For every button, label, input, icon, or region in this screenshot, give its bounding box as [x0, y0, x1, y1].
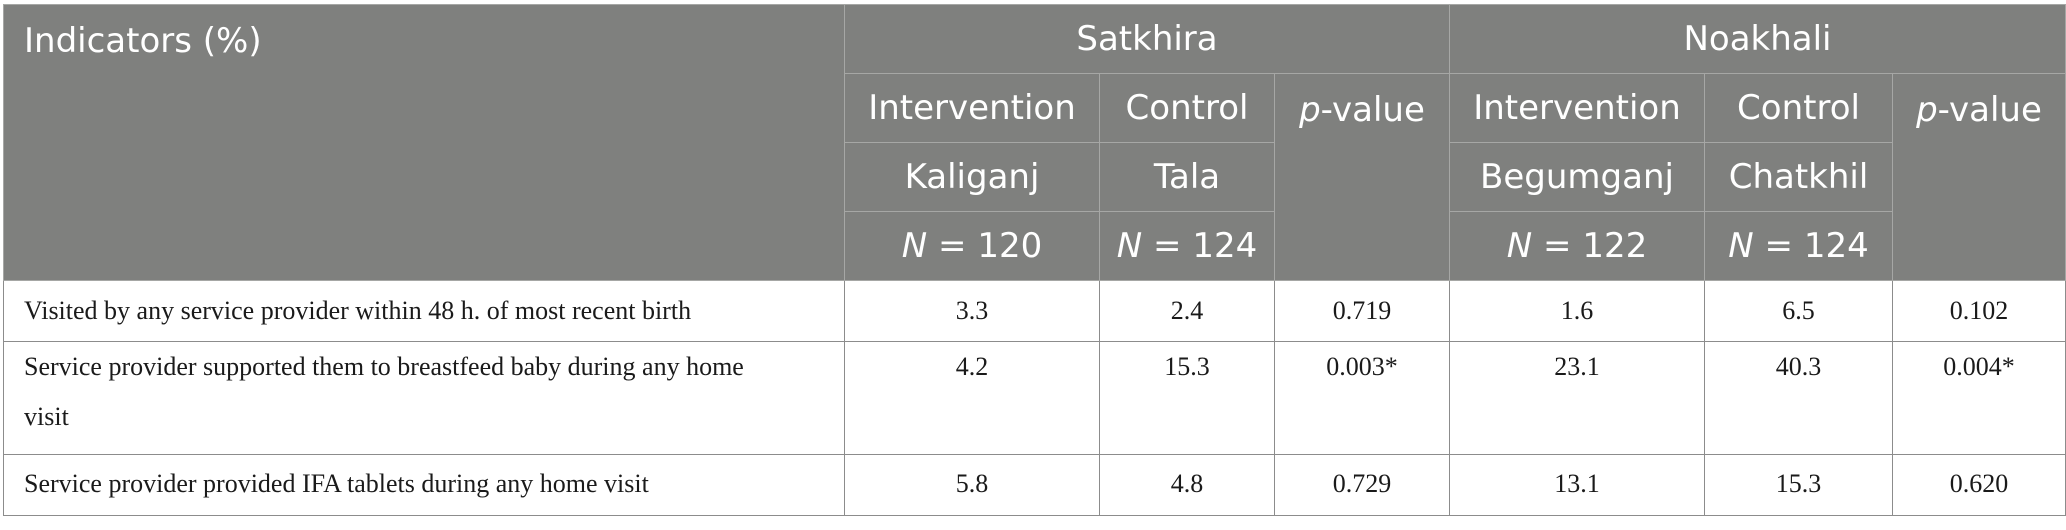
n-symbol: N — [901, 226, 928, 266]
cell-value: 3.3 — [844, 280, 1100, 342]
cell-value: 23.1 — [1449, 341, 1705, 455]
cell-value: 13.1 — [1449, 454, 1705, 516]
n-value: = 124 — [1753, 226, 1869, 266]
region-header-noakhali: Noakhali — [1449, 4, 2066, 74]
results-table: Indicators (%) Satkhira Noakhali Interve… — [3, 4, 2066, 516]
satkhira-control-header: Control — [1099, 73, 1275, 143]
satkhira-pvalue-header: p-value — [1274, 73, 1450, 281]
cell-value: 6.5 — [1704, 280, 1893, 342]
table-row: Service provider supported them to breas… — [3, 341, 2066, 455]
table-header: Indicators (%) Satkhira Noakhali Interve… — [3, 4, 2066, 281]
cell-value: 1.6 — [1449, 280, 1705, 342]
cell-value: 15.3 — [1704, 454, 1893, 516]
cell-pvalue: 0.102 — [1892, 280, 2066, 342]
n-value: = 120 — [927, 226, 1043, 266]
cell-value: 2.4 — [1099, 280, 1275, 342]
cell-value: 4.2 — [844, 341, 1100, 455]
n-value: = 124 — [1142, 226, 1258, 266]
header-row-regions: Indicators (%) Satkhira Noakhali — [3, 4, 2066, 281]
cell-value: 4.8 — [1099, 454, 1275, 516]
table-body: Visited by any service provider within 4… — [3, 280, 2066, 516]
indicators-header: Indicators (%) — [3, 4, 845, 281]
n-symbol: N — [1506, 226, 1533, 266]
n-value: = 122 — [1532, 226, 1648, 266]
table-row: Service provider provided IFA tablets du… — [3, 454, 2066, 516]
area-chatkhil: Chatkhil — [1704, 142, 1893, 212]
n-chatkhil: N = 124 — [1704, 211, 1893, 281]
header-row-groups: Intervention Control p-value Interventio… — [4, 73, 2066, 281]
cell-pvalue: 0.620 — [1892, 454, 2066, 516]
n-tala: N = 124 — [1099, 211, 1275, 281]
area-kaliganj: Kaliganj — [844, 142, 1100, 212]
n-symbol: N — [1728, 226, 1754, 266]
noakhali-pvalue-header: p-value — [1892, 73, 2066, 281]
row-label: Service provider provided IFA tablets du… — [3, 454, 845, 516]
cell-pvalue: 0.719 — [1274, 280, 1450, 342]
pvalue-p: p — [1916, 90, 1938, 130]
n-kaliganj: N = 120 — [844, 211, 1100, 281]
cell-value: 15.3 — [1099, 341, 1275, 455]
satkhira-intervention-header: Intervention — [844, 73, 1100, 143]
noakhali-intervention-header: Intervention — [1449, 73, 1705, 143]
pvalue-suffix: -value — [1320, 90, 1425, 130]
noakhali-control-header: Control — [1704, 73, 1893, 143]
header-row-samples: N = 120 N = 124 N = 122 N = 124 — [4, 211, 2066, 281]
results-table-container: Indicators (%) Satkhira Noakhali Interve… — [3, 4, 2066, 516]
header-row-areas: Kaliganj Tala Begumganj Chatkhil — [4, 142, 2066, 212]
row-label: Visited by any service provider within 4… — [3, 280, 845, 342]
table-row: Visited by any service provider within 4… — [3, 280, 2066, 342]
row-label: Service provider supported them to breas… — [3, 341, 845, 455]
pvalue-p: p — [1299, 90, 1321, 130]
region-header-satkhira: Satkhira — [844, 4, 1450, 74]
cell-pvalue: 0.004* — [1892, 341, 2066, 455]
cell-pvalue: 0.729 — [1274, 454, 1450, 516]
area-begumganj: Begumganj — [1449, 142, 1705, 212]
n-begumganj: N = 122 — [1449, 211, 1705, 281]
area-tala: Tala — [1099, 142, 1275, 212]
cell-value: 5.8 — [844, 454, 1100, 516]
cell-value: 40.3 — [1704, 341, 1893, 455]
cell-pvalue: 0.003* — [1274, 341, 1450, 455]
pvalue-suffix: -value — [1937, 90, 2042, 130]
n-symbol: N — [1116, 226, 1143, 266]
